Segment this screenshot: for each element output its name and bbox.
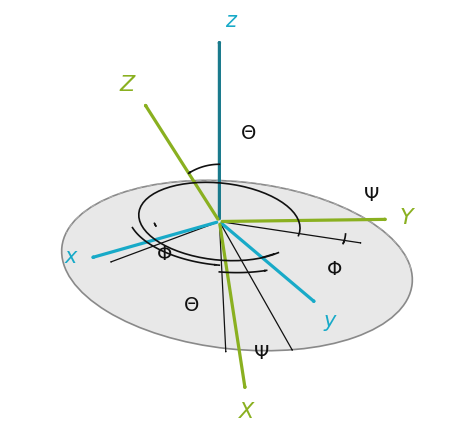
Text: $x$: $x$ [64,247,80,267]
Text: $\Psi$: $\Psi$ [363,186,379,205]
Text: $\Phi$: $\Phi$ [156,245,173,264]
Text: $\Theta$: $\Theta$ [240,124,256,143]
Text: $\Theta$: $\Theta$ [182,295,199,315]
Text: $y$: $y$ [323,313,338,333]
Text: $Y$: $Y$ [399,208,416,229]
Ellipse shape [62,180,412,351]
Text: $Z$: $Z$ [119,75,137,95]
Text: $\Phi$: $\Phi$ [326,260,342,280]
Text: $X$: $X$ [238,402,257,422]
Text: $\Psi$: $\Psi$ [253,344,269,363]
Text: $z$: $z$ [225,12,238,31]
